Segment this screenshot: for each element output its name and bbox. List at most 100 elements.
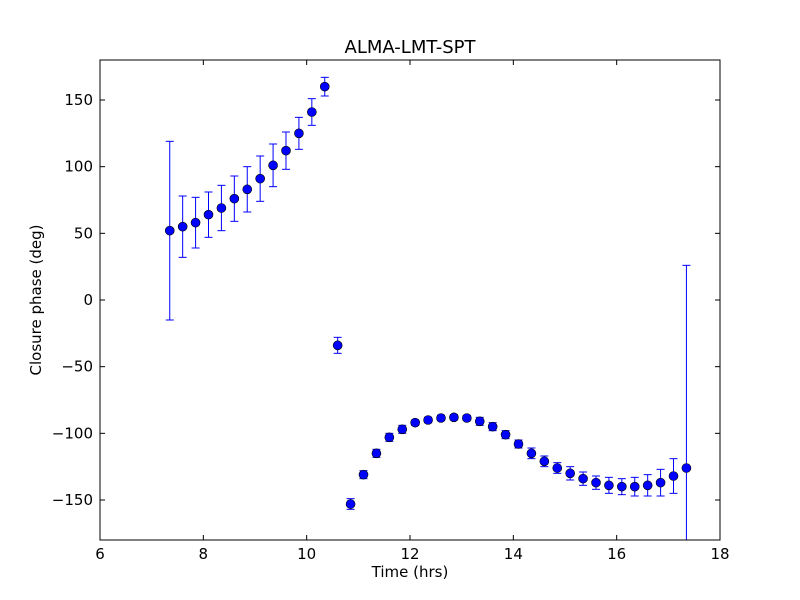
x-axis-label: Time (hrs) [371,563,449,581]
data-point [462,413,472,423]
data-point-group [371,448,382,459]
y-tick-label: 150 [64,91,93,109]
data-point [410,417,420,428]
data-point-group [345,498,356,510]
data-point-group [578,471,588,486]
data-point-group [591,475,601,490]
data-point-group [294,116,304,150]
data-point-group [655,468,666,497]
data-point-group [190,196,201,249]
y-tick-label: 0 [83,291,93,309]
data-marks [164,76,692,540]
x-tick-label: 8 [199,545,209,563]
chart-title: ALMA-LMT-SPT [345,37,477,58]
data-point-group [358,469,369,480]
data-point-group [642,474,653,497]
data-point-group [307,98,317,126]
data-point-group [526,447,537,460]
data-point-group [319,76,330,97]
data-point-group [539,455,550,468]
x-tick-label: 10 [297,545,316,563]
data-point [177,221,188,232]
data-point-group [436,413,446,423]
data-point-group [629,476,640,497]
x-tick-label: 14 [504,545,523,563]
y-tick-label: −50 [61,358,93,376]
data-point-group [668,458,679,494]
x-tick-label: 18 [710,545,729,563]
data-point [164,225,175,236]
data-point [642,480,653,491]
data-point [655,477,666,488]
data-point-group [332,336,343,354]
data-point [332,340,343,351]
data-point-group [203,191,214,238]
data-point [629,481,640,492]
data-point [307,107,317,117]
data-point-group [384,432,395,443]
x-tick-label: 16 [607,545,626,563]
data-point-group [229,175,240,222]
data-point [604,480,614,491]
data-point [487,421,498,432]
data-point [539,456,550,467]
data-point [384,432,395,443]
data-point [526,448,537,459]
data-point-group [268,143,278,188]
data-point [436,413,446,423]
y-tick-label: 50 [74,224,93,242]
data-point-group [177,195,188,258]
data-point [255,173,265,184]
data-point [268,160,278,171]
data-point-group [255,155,265,202]
data-point-group [397,424,408,435]
data-point-group [474,416,485,427]
data-point-group [552,462,563,474]
data-point-group [565,466,575,481]
y-tick-label: 100 [64,158,93,176]
data-point [319,81,330,92]
data-point [668,471,679,481]
data-point-group [164,140,175,321]
data-point-group [462,413,472,423]
data-point [216,203,227,213]
plot-frame [99,59,721,541]
data-point-group [617,478,627,496]
data-point [242,184,253,195]
axis-ticks: 6 8 10 12 14 16 18 −150 −100 −50 0 50 100 150 [52,60,730,563]
data-point-group [487,421,498,432]
data-point [229,193,240,204]
data-point [681,463,692,473]
y-tick-label: −150 [52,491,93,509]
data-point-group [681,264,692,540]
data-point [190,217,201,228]
data-point-group [242,166,253,213]
data-point-group [281,131,291,170]
data-point-group [513,439,524,449]
data-point [513,439,524,449]
data-point-group [216,184,227,232]
data-point [345,499,356,509]
data-point [371,448,382,459]
data-point-group [500,429,511,440]
data-point [617,481,627,492]
data-point [423,415,433,425]
data-point [552,463,563,473]
data-point [565,468,575,479]
data-point [294,128,304,139]
data-point [591,477,601,488]
y-tick-label: −100 [52,424,93,442]
data-point [449,412,459,423]
data-point [578,473,588,484]
x-tick-label: 6 [95,545,105,563]
data-point-group [423,415,433,425]
data-point-group [604,476,614,494]
data-point [203,209,214,220]
y-axis-label: Closure phase (deg) [27,225,45,376]
data-point [474,416,485,427]
data-point-group [449,412,459,423]
data-point [397,424,408,435]
data-point-group [410,417,420,428]
